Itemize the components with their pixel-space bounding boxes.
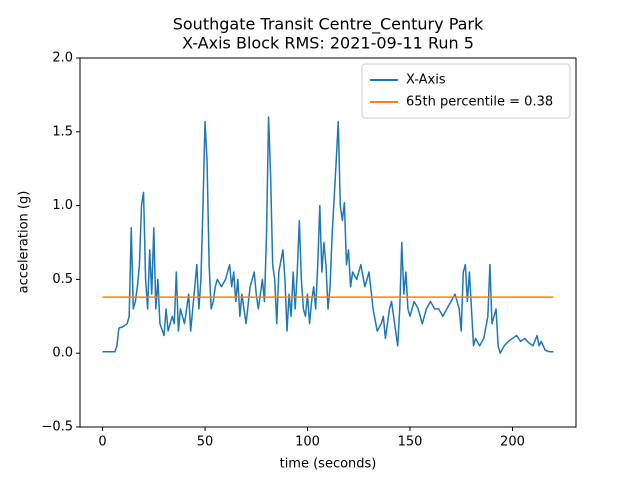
plot-frame bbox=[79, 57, 577, 428]
y-axis-label: acceleration (g) bbox=[17, 191, 32, 294]
y-tick-label: 2.0 bbox=[52, 51, 73, 66]
chart-subtitle: X-Axis Block RMS: 2021-09-11 Run 5 bbox=[182, 34, 474, 53]
x-tick-label: 150 bbox=[398, 435, 423, 450]
y-tick-label: −0.5 bbox=[41, 420, 73, 435]
y-tick-label: 0.0 bbox=[52, 346, 73, 361]
chart-title: Southgate Transit Centre_Century Park bbox=[173, 15, 484, 35]
x-tick-label: 100 bbox=[295, 435, 320, 450]
x-tick-label: 0 bbox=[98, 435, 106, 450]
x-tick-label: 50 bbox=[197, 435, 214, 450]
y-tick-label: 1.5 bbox=[52, 124, 73, 139]
x-axis-label: time (seconds) bbox=[280, 457, 377, 472]
legend-label: 65th percentile = 0.38 bbox=[406, 95, 553, 110]
legend-label: X-Axis bbox=[406, 73, 446, 88]
legend-box bbox=[361, 63, 571, 119]
y-tick-label: 1.0 bbox=[52, 198, 73, 213]
x-tick-label: 200 bbox=[500, 435, 525, 450]
y-tick-label: 0.5 bbox=[52, 272, 73, 287]
series-line bbox=[102, 116, 554, 354]
